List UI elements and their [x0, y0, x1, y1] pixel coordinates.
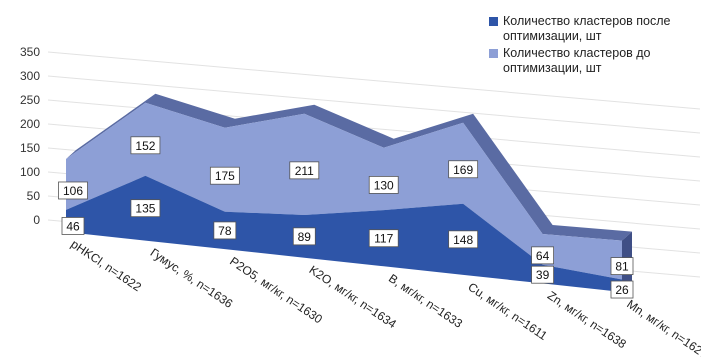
y-tick-label: 300 [20, 69, 40, 83]
data-label-after: 39 [536, 268, 550, 282]
data-label-after: 46 [66, 219, 80, 233]
legend-label-after: Количество кластеров после оптимизации, … [503, 14, 671, 43]
x-tick-label: Cu, мг/кг, n=1611 [465, 280, 550, 343]
y-tick-label: 250 [20, 93, 40, 107]
data-label-after-box [61, 217, 85, 235]
data-label-after-box [531, 265, 554, 284]
data-label-after: 148 [453, 233, 473, 247]
data-label-after: 26 [615, 283, 629, 297]
x-tick-label: Mn, мг/кг, n=1627 [624, 297, 701, 362]
data-label-before-box [58, 181, 88, 200]
data-label-before-box [448, 160, 479, 179]
data-label-before: 130 [374, 178, 394, 192]
x-tick-label: Гумус, %, n=1636 [148, 245, 236, 311]
series-before-top-face [66, 93, 632, 241]
series-after-area [66, 175, 622, 292]
data-label-before: 169 [453, 163, 473, 177]
data-label-after-box [448, 230, 479, 249]
data-label-before: 64 [536, 249, 550, 263]
data-label-after-box [292, 227, 316, 246]
grid-line [47, 51, 701, 110]
data-label-before-box [531, 246, 554, 265]
data-label-before-box [289, 161, 320, 180]
data-label-before: 152 [135, 139, 155, 153]
data-label-before: 175 [215, 169, 235, 183]
data-label-before-box [610, 257, 634, 275]
data-label-after: 135 [135, 202, 155, 216]
data-label-after: 117 [374, 232, 393, 246]
data-label-before-box [130, 136, 161, 155]
data-label-before-box [368, 176, 399, 194]
y-axis: 0 50 100 150 200 250 300 350 [20, 45, 40, 227]
data-label-before-box [209, 166, 240, 185]
x-tick-label: P2O5, мг/кг, n=1630 [227, 254, 325, 326]
data-label-before: 106 [63, 184, 83, 198]
y-tick-label: 100 [20, 165, 40, 179]
y-tick-label: 150 [20, 141, 40, 155]
data-label-before: 211 [295, 164, 314, 178]
data-label-after: 89 [298, 230, 312, 244]
legend-swatch-after [489, 17, 498, 26]
grid-line [47, 75, 701, 134]
data-label-after: 78 [218, 224, 232, 238]
data-label-after-box [610, 280, 634, 299]
legend: Количество кластеров после оптимизации, … [485, 14, 699, 78]
legend-label-before: Количество кластеров до оптимизации, шт [503, 46, 651, 75]
data-label-before: 81 [615, 260, 629, 274]
legend-item-after: Количество кластеров после оптимизации, … [485, 14, 699, 44]
y-tick-label: 50 [27, 189, 41, 203]
legend-swatch-before [489, 49, 498, 58]
x-tick-label: B, мг/кг, n=1633 [386, 271, 465, 331]
y-tick-label: 200 [20, 117, 40, 131]
data-label-after-box [213, 221, 237, 240]
series-before-area [66, 102, 622, 280]
legend-item-before: Количество кластеров до оптимизации, шт [485, 46, 699, 76]
y-tick-label: 350 [20, 45, 40, 59]
y-tick-label: 0 [33, 213, 40, 227]
data-label-after-box [368, 229, 399, 248]
x-tick-label: pHKCl, n=1622 [68, 237, 144, 294]
data-label-after-box [130, 199, 161, 218]
data-labels: 46 106 135 152 78 175 89 211 117 130 148 169 39 64 26 8… [58, 136, 634, 299]
